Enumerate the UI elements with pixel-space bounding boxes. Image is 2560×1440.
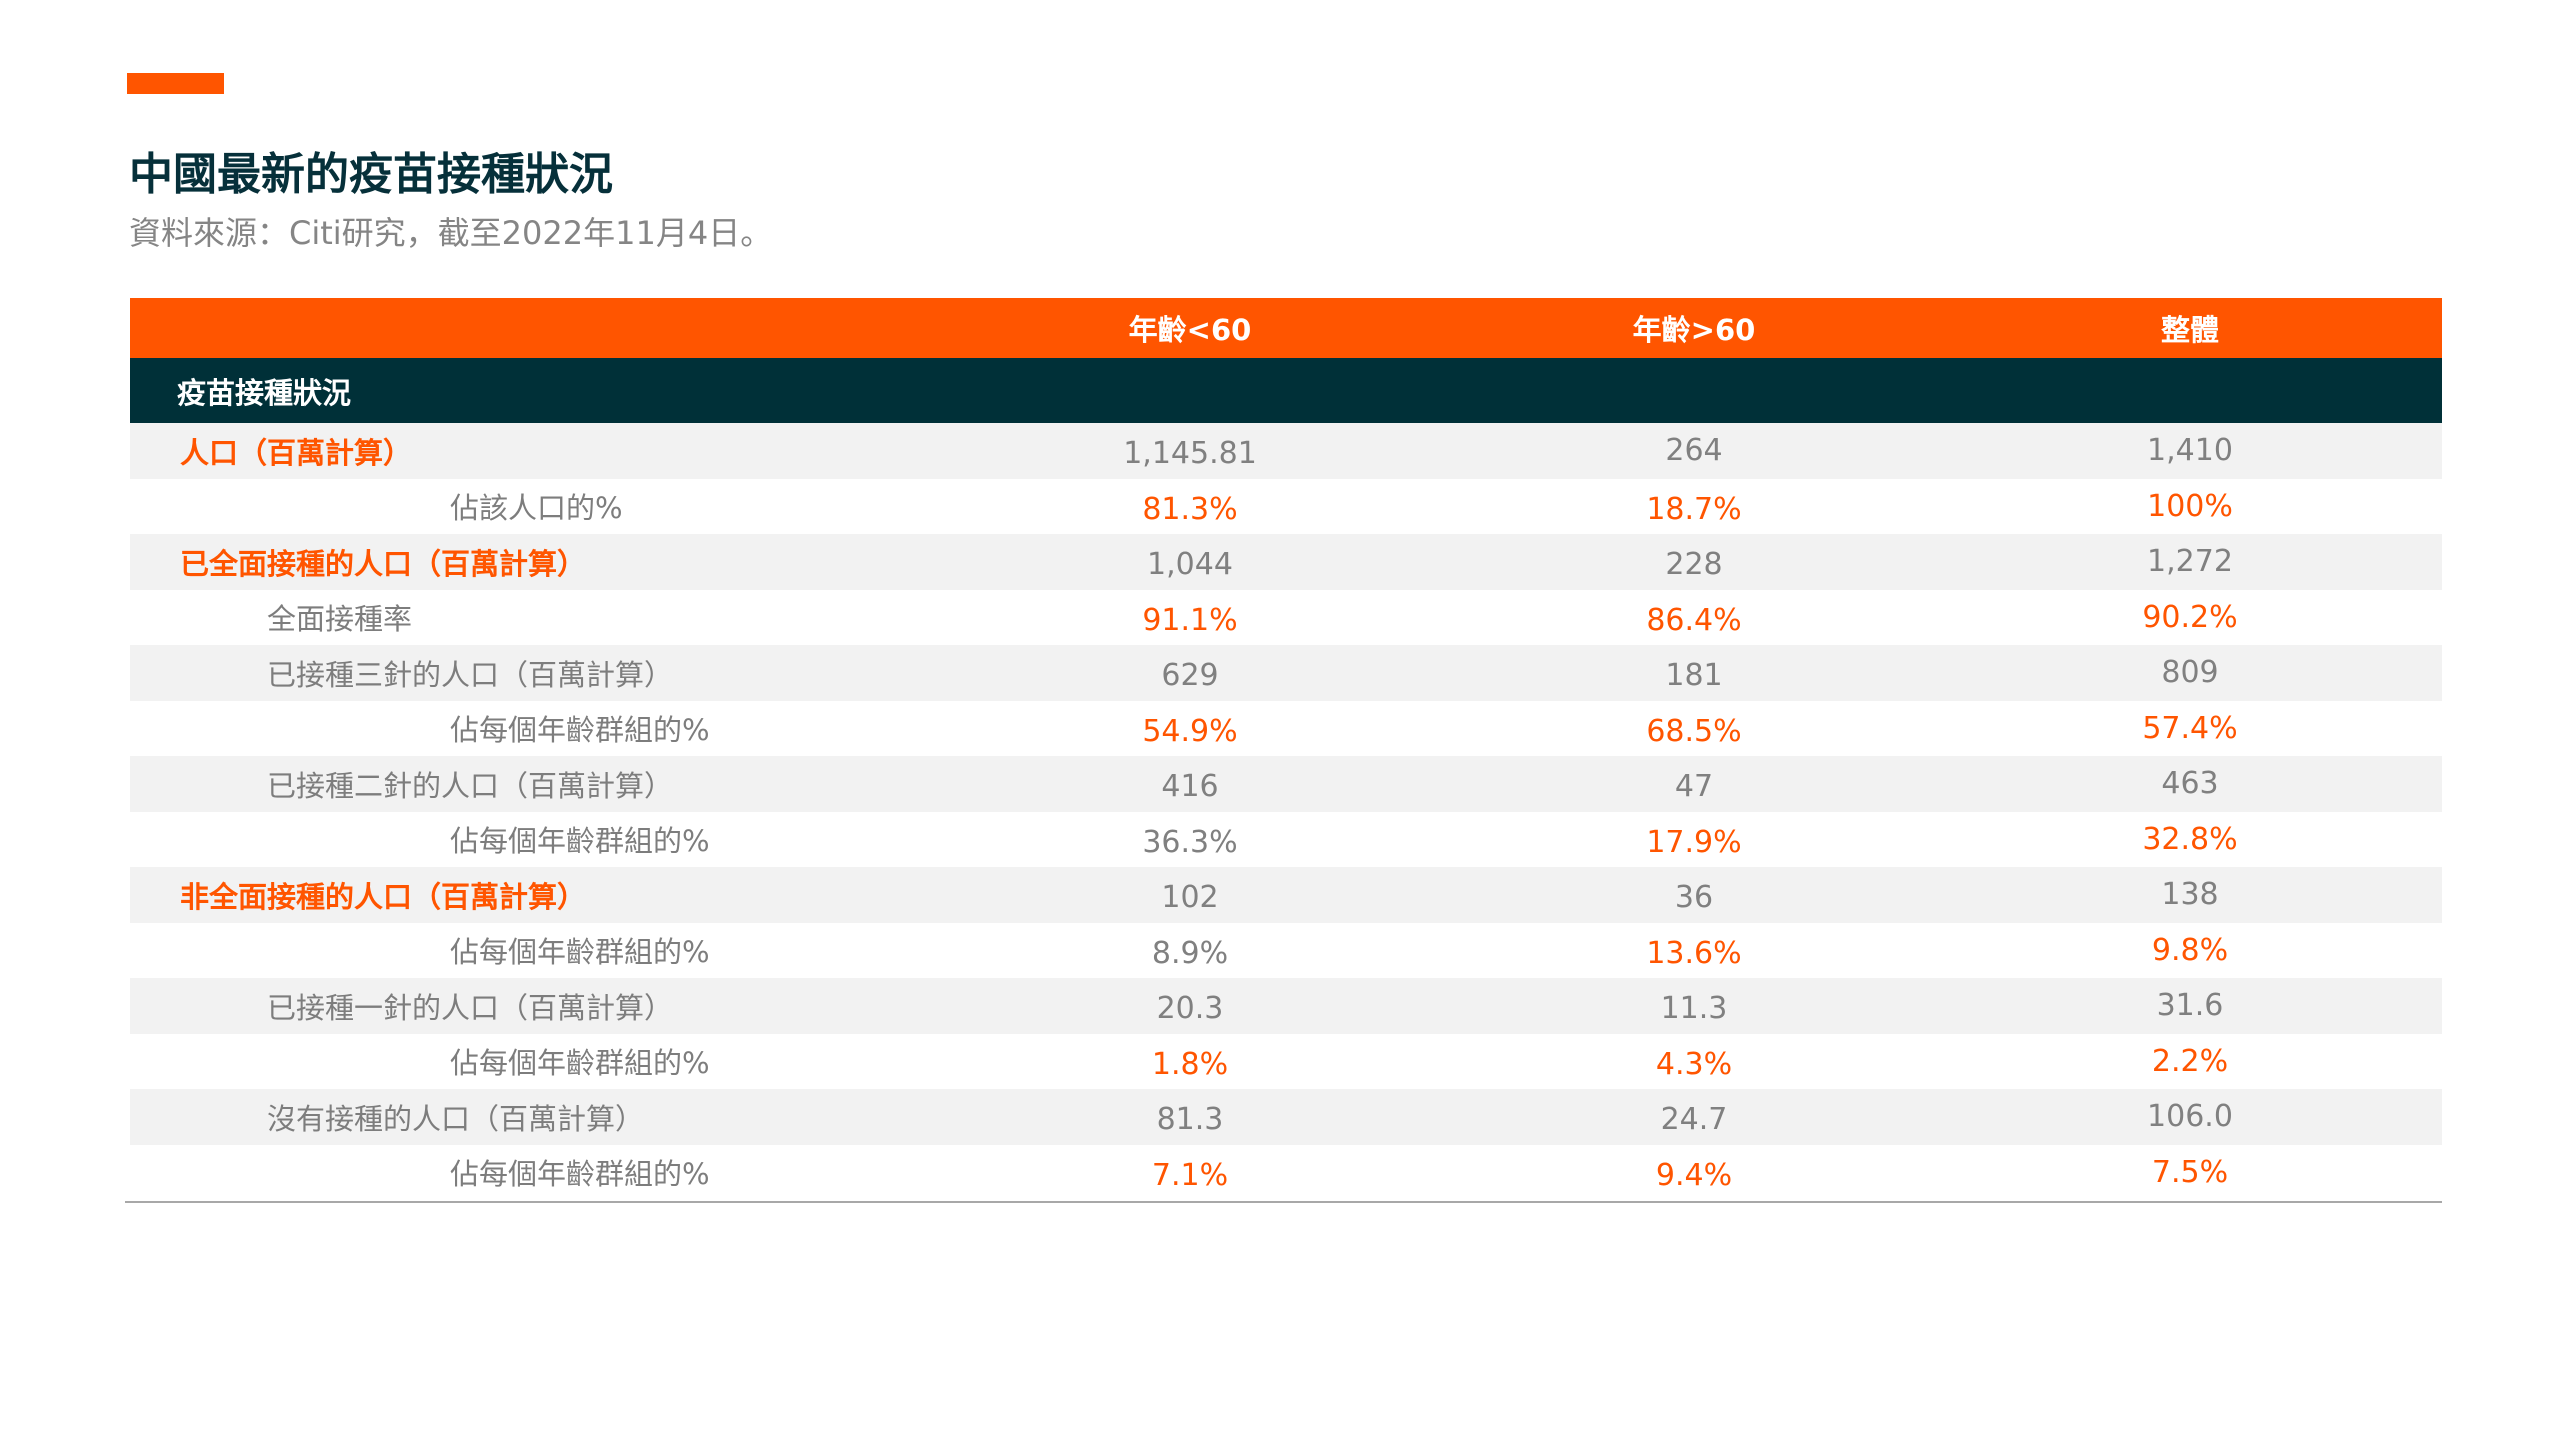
row-label: 已全面接種的人口（百萬計算） xyxy=(180,546,587,581)
cell-overall: 31.6 xyxy=(2156,988,2224,1024)
cell-overall: 90.2% xyxy=(2142,599,2238,635)
row-label: 已接種一針的人口（百萬計算） xyxy=(267,990,674,1025)
cell-under-60: 54.9% xyxy=(1142,713,1238,749)
accent-bar xyxy=(127,73,224,94)
cell-overall: 809 xyxy=(2161,655,2219,691)
cell-over-60: 181 xyxy=(1665,658,1723,694)
cell-over-60: 9.4% xyxy=(1655,1157,1733,1193)
table-row: 全面接種率 91.1% 86.4% 90.2% xyxy=(130,589,2442,645)
cell-over-60: 24.7 xyxy=(1660,1102,1728,1138)
table-row: 佔每個年齡群組的% 36.3% 17.9% 32.8% xyxy=(130,811,2442,867)
section-label: 疫苗接種狀況 xyxy=(177,375,352,410)
page-subtitle: 資料來源：Citi研究，截至2022年11月4日。 xyxy=(129,214,773,252)
vaccination-table: 年齡<60 年齡>60 整體 疫苗接種狀況 人口（百萬計算） 1,145.81 … xyxy=(130,298,2442,1200)
cell-overall: 57.4% xyxy=(2142,710,2238,746)
column-header-over-60: 年齡>60 xyxy=(1632,313,1756,347)
table-row: 已全面接種的人口（百萬計算） 1,044 228 1,272 xyxy=(130,534,2442,590)
cell-overall: 9.8% xyxy=(2151,932,2229,968)
row-label: 佔每個年齡群組的% xyxy=(450,1046,710,1081)
cell-overall: 138 xyxy=(2161,877,2219,913)
cell-under-60: 1,044 xyxy=(1147,547,1233,583)
row-label: 佔該人口的% xyxy=(450,491,623,526)
cell-overall: 2.2% xyxy=(2151,1043,2229,1079)
cell-under-60: 102 xyxy=(1161,880,1219,916)
row-label: 佔每個年齡群組的% xyxy=(450,1157,710,1192)
row-label: 佔每個年齡群組的% xyxy=(450,935,710,970)
page-title: 中國最新的疫苗接種狀況 xyxy=(129,149,613,200)
cell-over-60: 86.4% xyxy=(1646,602,1742,638)
cell-over-60: 36 xyxy=(1674,880,1714,916)
cell-overall: 32.8% xyxy=(2142,821,2238,857)
cell-overall: 1,272 xyxy=(2147,544,2233,580)
cell-under-60: 7.1% xyxy=(1151,1157,1229,1193)
cell-under-60: 416 xyxy=(1161,769,1219,805)
row-label: 已接種二針的人口（百萬計算） xyxy=(267,768,674,803)
table-row: 佔該人口的% 81.3% 18.7% 100% xyxy=(130,478,2442,534)
table-row: 佔每個年齡群組的% 1.8% 4.3% 2.2% xyxy=(130,1033,2442,1089)
cell-under-60: 81.3% xyxy=(1142,491,1238,527)
cell-over-60: 264 xyxy=(1665,433,1723,469)
row-label: 已接種三針的人口（百萬計算） xyxy=(267,657,674,692)
cell-over-60: 228 xyxy=(1665,547,1723,583)
cell-under-60: 36.3% xyxy=(1142,824,1238,860)
cell-overall: 1,410 xyxy=(2147,433,2233,469)
row-label: 沒有接種的人口（百萬計算） xyxy=(267,1101,645,1136)
table-row: 佔每個年齡群組的% 7.1% 9.4% 7.5% xyxy=(130,1144,2442,1200)
cell-overall: 100% xyxy=(2147,488,2233,524)
cell-under-60: 1,145.81 xyxy=(1123,436,1257,472)
row-label: 全面接種率 xyxy=(267,602,413,637)
cell-under-60: 8.9% xyxy=(1151,935,1229,971)
table-row: 已接種一針的人口（百萬計算） 20.3 11.3 31.6 xyxy=(130,978,2442,1034)
cell-under-60: 91.1% xyxy=(1142,602,1238,638)
row-label: 佔每個年齡群組的% xyxy=(450,824,710,859)
table-row: 已接種二針的人口（百萬計算） 416 47 463 xyxy=(130,756,2442,812)
cell-over-60: 17.9% xyxy=(1646,824,1742,860)
cell-overall: 463 xyxy=(2161,766,2219,802)
cell-overall: 106.0 xyxy=(2147,1099,2233,1135)
table-row: 已接種三針的人口（百萬計算） 629 181 809 xyxy=(130,645,2442,701)
cell-over-60: 68.5% xyxy=(1646,713,1742,749)
cell-under-60: 20.3 xyxy=(1156,991,1224,1027)
cell-over-60: 4.3% xyxy=(1655,1046,1733,1082)
cell-under-60: 1.8% xyxy=(1151,1046,1229,1082)
table-bottom-rule xyxy=(125,1201,2442,1203)
table-header-row: 年齡<60 年齡>60 整體 xyxy=(130,298,2442,358)
table-row: 佔每個年齡群組的% 8.9% 13.6% 9.8% xyxy=(130,922,2442,978)
cell-overall: 7.5% xyxy=(2151,1154,2229,1190)
cell-over-60: 47 xyxy=(1674,769,1714,805)
cell-under-60: 629 xyxy=(1161,658,1219,694)
table-row: 沒有接種的人口（百萬計算） 81.3 24.7 106.0 xyxy=(130,1089,2442,1145)
table-row: 非全面接種的人口（百萬計算） 102 36 138 xyxy=(130,867,2442,923)
cell-under-60: 81.3 xyxy=(1156,1102,1224,1138)
column-header-under-60: 年齡<60 xyxy=(1128,313,1252,347)
cell-over-60: 18.7% xyxy=(1646,491,1742,527)
row-label: 非全面接種的人口（百萬計算） xyxy=(180,879,587,914)
cell-over-60: 13.6% xyxy=(1646,935,1742,971)
column-header-overall: 整體 xyxy=(2160,313,2219,347)
table-row: 佔每個年齡群組的% 54.9% 68.5% 57.4% xyxy=(130,700,2442,756)
row-label: 人口（百萬計算） xyxy=(180,435,413,470)
cell-over-60: 11.3 xyxy=(1660,991,1728,1027)
row-label: 佔每個年齡群組的% xyxy=(450,713,710,748)
table-section-row: 疫苗接種狀況 xyxy=(130,358,2442,423)
table-row: 人口（百萬計算） 1,145.81 264 1,410 xyxy=(130,423,2442,479)
